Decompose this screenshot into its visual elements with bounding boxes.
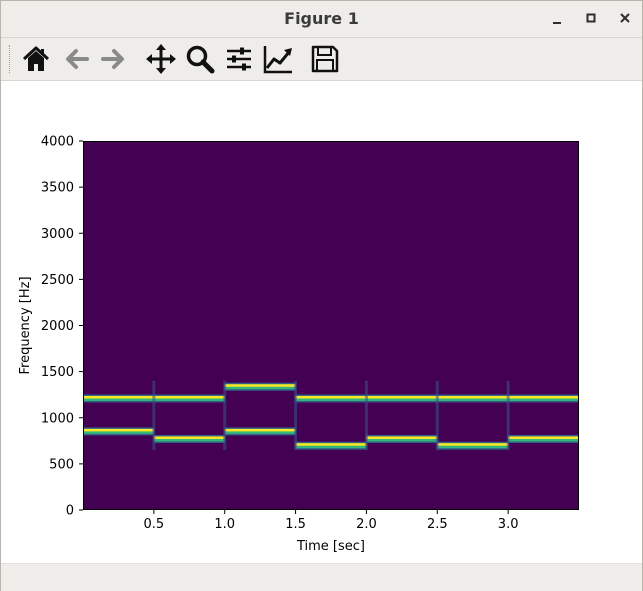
x-tick-label: 1.0 [214,517,235,532]
tone-band-peak [224,384,296,387]
y-tick-label: 2500 [41,273,74,288]
tone-band-peak [508,436,579,439]
spectrogram-chart: 0.5 1.0 1.5 2.0 2.5 3.0 0 500 1000 1500 2000 2500 3… [18,135,579,554]
back-arrow-icon [66,49,89,69]
y-axis-label: Frequency [Hz] [18,276,33,374]
window-title: Figure 1 [284,9,359,28]
tone-band-peak [437,443,509,446]
x-tick-label: 0.5 [144,517,165,532]
transition-smear [506,380,510,451]
transition-smear [223,380,227,451]
tone-band-peak [83,428,154,432]
transition-smear [435,380,439,451]
x-tick-label: 1.5 [285,517,306,532]
minimize-button[interactable] [545,7,569,31]
transition-smear [152,380,156,451]
figure-canvas[interactable]: 0.5 1.0 1.5 2.0 2.5 3.0 0 500 1000 1500 2000 2500 3… [1,81,642,563]
toolbar-grip [9,45,11,73]
y-tick-label: 1500 [41,365,74,380]
edit-axis-icon [263,46,292,74]
save-floppy-icon [311,45,339,73]
minimize-icon [553,22,561,24]
edit-axis-button[interactable] [261,42,295,76]
tone-band-peak [224,428,296,432]
tone-band-peak [366,395,438,399]
x-tick-label: 2.5 [427,517,448,532]
forward-button[interactable] [97,42,131,76]
y-tick-label: 2000 [41,319,74,334]
y-tick-label: 0 [66,504,74,519]
close-button[interactable] [613,7,637,31]
x-tick-label: 2.0 [356,517,377,532]
forward-arrow-icon [101,49,124,69]
maximize-button[interactable] [579,7,603,31]
y-tick-label: 3000 [41,227,74,242]
configure-subplots-icon [227,47,251,71]
tone-band-peak [153,395,225,399]
tone-band-peak [295,395,367,399]
x-axis-label: Time [sec] [296,539,365,554]
tone-band-peak [153,436,225,439]
plot-frame [83,141,579,510]
y-tick-label: 4000 [41,135,74,150]
tone-band-peak [508,395,579,399]
title-bar: Figure 1 [1,1,642,38]
back-button[interactable] [59,42,93,76]
zoom-button[interactable] [183,42,217,76]
y-tick-label: 3500 [41,181,74,196]
navigation-toolbar [1,38,642,81]
close-icon [620,13,630,23]
transition-smear [364,380,368,451]
y-tick-label: 500 [49,457,74,472]
tone-band-peak [295,443,367,446]
save-button[interactable] [308,42,342,76]
tone-band-peak [366,436,438,439]
configure-subplots-button[interactable] [222,42,256,76]
zoom-magnifier-icon [186,45,215,74]
transition-smear [294,380,298,451]
pan-button[interactable] [144,42,178,76]
home-button[interactable] [19,42,53,76]
home-icon [22,46,50,71]
status-bar [1,563,642,591]
tone-band-peak [437,395,509,399]
tone-band-peak [83,395,154,399]
plot-area [83,141,579,510]
maximize-icon [586,13,596,23]
pan-move-icon [146,44,176,74]
x-tick-label: 3.0 [498,517,519,532]
y-tick-label: 1000 [41,411,74,426]
